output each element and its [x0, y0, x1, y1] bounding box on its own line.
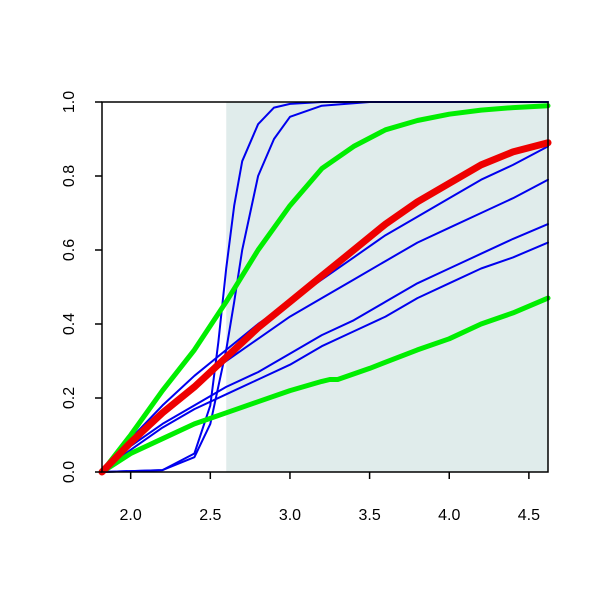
series-line-5: [101, 241, 549, 473]
x-tick-label: 4.5: [518, 507, 540, 524]
x-tick-label: 3.5: [358, 507, 380, 524]
y-tick-label: 0.8: [61, 165, 78, 187]
y-tick-label: 0.4: [61, 313, 78, 335]
series-layer: [98, 101, 552, 476]
shaded-region-layer: [226, 102, 548, 472]
series-line-4: [101, 223, 549, 473]
x-axis: 2.0 2.5 3.0 3.5 4.0 4.5: [120, 472, 540, 524]
series-line-8: [98, 139, 552, 476]
y-tick-label: 1.0: [61, 91, 78, 113]
y-tick-label: 0.6: [61, 239, 78, 261]
series-line-6: [99, 103, 551, 475]
y-axis: 0.0 0.2 0.4 0.6 0.8 1.0: [61, 91, 102, 483]
x-tick-label: 2.0: [120, 507, 142, 524]
series-line-7: [99, 295, 551, 475]
series-line-1: [101, 101, 549, 473]
y-tick-label: 0.0: [61, 461, 78, 483]
series-line-0: [101, 101, 549, 473]
x-tick-label: 4.0: [438, 507, 460, 524]
y-tick-label: 0.2: [61, 387, 78, 409]
x-tick-label: 2.5: [199, 507, 221, 524]
x-tick-label: 3.0: [279, 507, 301, 524]
shaded-region: [226, 102, 548, 472]
plot-frame: [101, 101, 549, 473]
